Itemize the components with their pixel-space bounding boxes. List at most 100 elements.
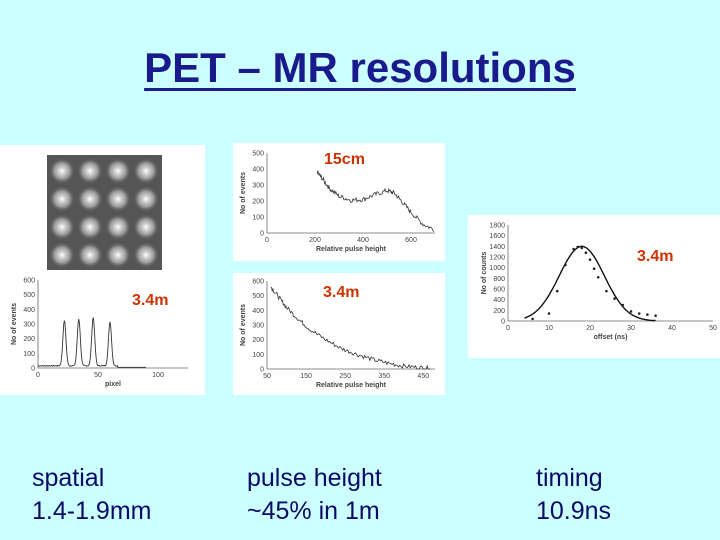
spatial-x-axis-label: pixel: [105, 381, 121, 388]
pulse-top-x-tick-label: 600: [405, 237, 417, 244]
pulse-bottom-y-tick-label: 100: [252, 352, 264, 359]
pulse-caption-line1: pulse height: [247, 464, 382, 492]
timing-y-axis-label: No of counts: [481, 252, 488, 295]
pulse-top-x-tick-label: 0: [265, 237, 269, 244]
pulse-bottom-y-axis-label: No of events: [240, 304, 247, 346]
timing-x-tick-label: 10: [545, 325, 553, 332]
pulse-height-top-panel: 0 200 400 600 0 100 200 300 400 500 Relative pulse…: [233, 143, 445, 261]
timing-x-tick-label: 40: [668, 325, 676, 332]
timing-data-point: [613, 297, 616, 300]
pulse-bottom-x-tick-label: 350: [378, 373, 390, 380]
pulse-top-y-tick-label: 200: [252, 199, 264, 206]
timing-y-tick-label: 1800: [489, 223, 505, 230]
pulse-bottom-x-tick-label: 450: [417, 373, 429, 380]
pulse-top-y-tick-label: 0: [260, 231, 264, 238]
crystal-spot: [105, 186, 131, 212]
timing-y-tick-label: 600: [493, 287, 505, 294]
timing-y-tick-label: 1200: [489, 255, 505, 262]
crystal-spot: [49, 158, 75, 184]
crystal-spot: [77, 158, 103, 184]
pulse-top-x-tick-label: 400: [357, 237, 369, 244]
timing-x-tick-label: 20: [586, 325, 594, 332]
pulse-bottom-x-tick-label: 250: [339, 373, 351, 380]
spatial-x-tick-label: 0: [36, 372, 40, 379]
crystal-map-chart: [47, 155, 162, 273]
timing-data-point: [555, 289, 559, 293]
spatial-y-tick-label: 400: [23, 307, 35, 314]
spatial-caption-line2: 1.4-1.9mm: [32, 497, 152, 525]
crystal-spot: [105, 242, 131, 268]
pulse-bottom-y-tick-label: 400: [252, 308, 264, 315]
timing-panel: 0 10 20 30 40 50 0 200 400 600 800 1000 1200 1400 1600…: [468, 215, 720, 358]
spatial-caption: spatial 1.4-1.9mm: [32, 462, 151, 528]
spatial-profile-panel: 0 50 100 0 100 200 300 400 500 600 pixel No of even…: [0, 270, 205, 395]
timing-chart: 0 10 20 30 40 50 0 200 400 600 800 1000 1200 1400 1600…: [481, 223, 717, 342]
crystal-spot: [105, 214, 131, 240]
crystal-map-panel: [0, 145, 205, 282]
crystal-spot: [49, 214, 75, 240]
timing-data-point: [605, 289, 608, 293]
timing-caption-line2: 10.9ns: [536, 497, 612, 525]
timing-data-point: [654, 314, 657, 317]
spatial-y-tick-label: 600: [23, 278, 35, 285]
pulse-top-y-tick-label: 500: [252, 151, 264, 158]
timing-y-tick-label: 1600: [489, 233, 505, 240]
pulse-height-top-chart: 0 200 400 600 0 100 200 300 400 500 Relative pulse…: [240, 151, 435, 253]
timing-data-point: [646, 313, 649, 316]
timing-data-point: [547, 312, 551, 315]
timing-data-point: [629, 310, 633, 313]
pulse-height-bottom-panel: 50 150 250 350 450 0 100 200 300 400 500 600 Relativ…: [233, 273, 445, 395]
pulse-top-series-line: [317, 170, 435, 232]
timing-y-tick-label: 800: [493, 276, 505, 283]
timing-y-tick-label: 1400: [489, 244, 505, 251]
timing-data-point: [576, 245, 579, 249]
spatial-x-tick-label: 50: [94, 372, 102, 379]
pulse-bottom-y-tick-label: 600: [252, 279, 264, 286]
timing-data-point: [564, 263, 567, 267]
spatial-y-tick-label: 100: [23, 351, 35, 358]
crystal-spot: [49, 242, 75, 268]
timing-x-axis-label: offset (ns): [594, 334, 628, 341]
timing-data-point: [592, 267, 596, 271]
timing-y-tick-label: 1000: [489, 265, 505, 272]
crystal-spot: [133, 158, 159, 184]
pulse-top-x-axis-label: Relative pulse height: [316, 246, 387, 253]
timing-x-tick-label: 30: [627, 325, 635, 332]
timing-data-point: [531, 317, 534, 321]
pulse-top-distance-label: 15cm: [324, 151, 365, 168]
timing-data-point: [621, 303, 625, 307]
timing-data-point: [584, 251, 588, 255]
pulse-top-y-tick-label: 100: [252, 215, 264, 222]
spatial-x-tick-label: 100: [152, 372, 164, 379]
timing-caption: timing 10.9ns: [536, 462, 611, 528]
timing-data-point: [572, 247, 575, 251]
timing-data-point: [588, 258, 592, 261]
spatial-series-line: [37, 317, 146, 368]
crystal-spot: [133, 214, 159, 240]
crystal-spot: [77, 242, 103, 268]
pulse-caption-line2: ~45% in 1m: [247, 497, 380, 525]
spatial-distance-label: 3.4m: [132, 292, 169, 309]
pulse-bottom-series-line: [270, 286, 431, 370]
timing-x-tick-label: 0: [506, 325, 510, 332]
timing-y-tick-label: 200: [493, 308, 505, 315]
crystal-spot: [105, 158, 131, 184]
spatial-y-tick-label: 200: [23, 336, 35, 343]
pulse-height-bottom-chart: 50 150 250 350 450 0 100 200 300 400 500 600 Relativ…: [240, 279, 435, 389]
timing-data-point: [637, 312, 641, 315]
crystal-spot: [133, 186, 159, 212]
timing-y-tick-label: 0: [501, 319, 505, 326]
spatial-y-tick-label: 300: [23, 322, 35, 329]
spatial-y-tick-label: 0: [31, 366, 35, 373]
pulse-bottom-x-tick-label: 150: [300, 373, 312, 380]
pulse-bottom-x-tick-label: 50: [263, 373, 271, 380]
timing-caption-line1: timing: [536, 464, 603, 492]
pulse-top-y-axis-label: No of events: [240, 172, 247, 214]
spatial-profile-chart: 0 50 100 0 100 200 300 400 500 600 pixel No of even…: [11, 278, 188, 388]
spatial-caption-line1: spatial: [32, 464, 105, 492]
timing-data-point: [580, 246, 584, 250]
page-title: PET – MR resolutions: [144, 44, 576, 91]
crystal-spot: [49, 186, 75, 212]
pulse-bottom-x-axis-label: Relative pulse height: [316, 382, 387, 389]
pulse-bottom-y-tick-label: 0: [260, 367, 264, 374]
